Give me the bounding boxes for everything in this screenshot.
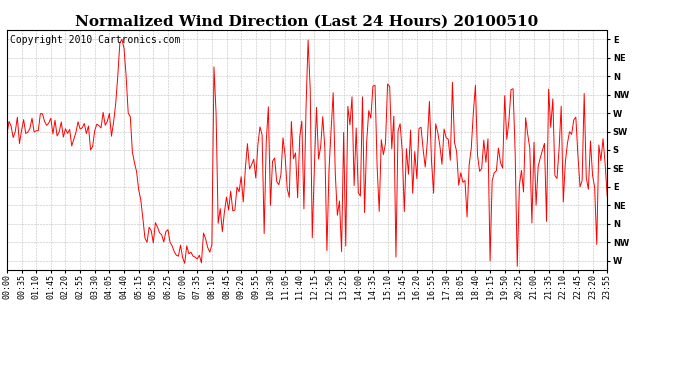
Title: Normalized Wind Direction (Last 24 Hours) 20100510: Normalized Wind Direction (Last 24 Hours…: [75, 15, 539, 29]
Text: Copyright 2010 Cartronics.com: Copyright 2010 Cartronics.com: [10, 35, 180, 45]
